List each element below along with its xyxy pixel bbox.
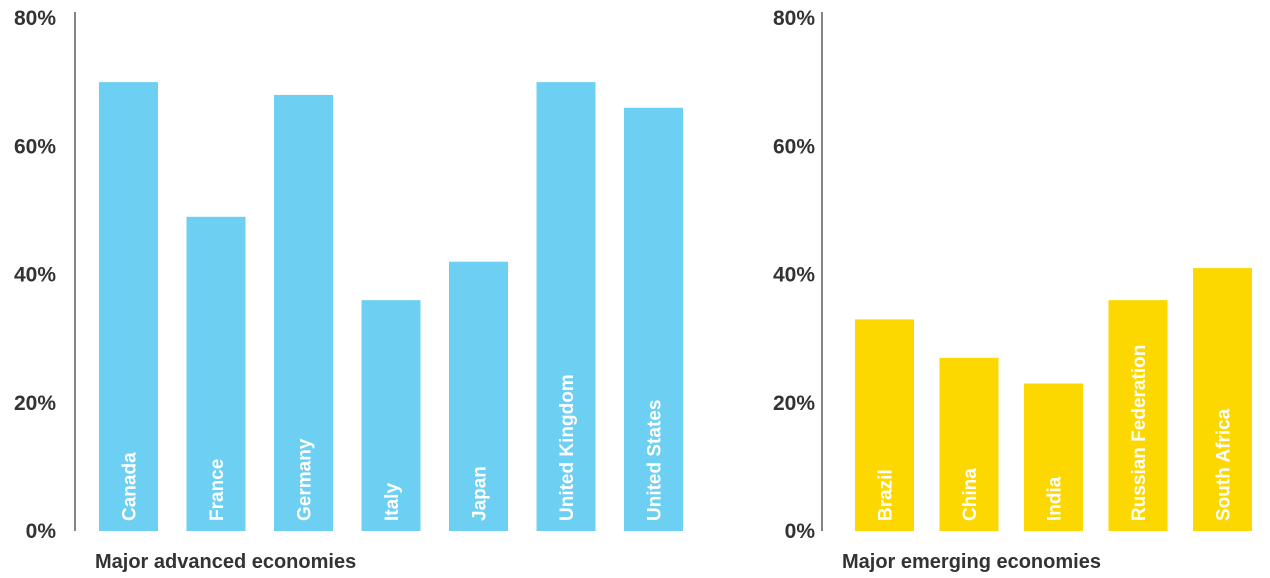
advanced-economies-chart: 0% 20% 40% 60% 80% Canada France Germany Italy Ja… — [14, 7, 683, 573]
bar-india — [1024, 383, 1083, 531]
bar-united-states — [624, 107, 683, 532]
bar-south-africa — [1193, 268, 1252, 531]
bar-japan — [449, 261, 508, 531]
bar-label-germany: Germany — [295, 438, 316, 521]
bar-label-italy: Italy — [382, 483, 403, 521]
emerging-economies-chart: 0% 20% 40% 60% 80% Brazil China India Russian Fe… — [773, 7, 1252, 573]
bar-label-united-kingdom: United Kingdom — [557, 374, 578, 521]
advanced-x-axis-label: Major advanced economies — [95, 551, 356, 573]
bar-label-india: India — [1045, 476, 1066, 521]
emerging-y-tick-label: 60% — [773, 135, 815, 158]
advanced-y-tick-label: 20% — [14, 392, 56, 415]
bar-france — [186, 216, 246, 531]
bar-brazil — [855, 319, 914, 531]
bar-label-china: China — [960, 468, 981, 521]
bar-label-brazil: Brazil — [876, 469, 897, 521]
bar-canada — [99, 82, 158, 531]
advanced-y-tick-label: 0% — [26, 520, 57, 543]
bar-label-russian-federation: Russian Federation — [1129, 345, 1150, 521]
bar-china — [939, 357, 999, 531]
bar-label-japan: Japan — [470, 466, 491, 521]
bar-label-canada: Canada — [120, 452, 141, 521]
emerging-x-axis-label: Major emerging economies — [842, 551, 1101, 573]
advanced-y-tick-label: 40% — [14, 264, 56, 287]
bar-italy — [361, 300, 421, 531]
bar-russian-federation — [1108, 300, 1168, 531]
bar-label-south-africa: South Africa — [1214, 408, 1235, 521]
advanced-y-tick-label: 60% — [14, 135, 56, 158]
bar-label-united-states: United States — [645, 400, 666, 521]
emerging-y-tick-label: 20% — [773, 392, 815, 415]
bar-united-kingdom — [536, 82, 596, 531]
emerging-y-tick-label: 80% — [773, 7, 815, 30]
emerging-y-tick-label: 0% — [785, 520, 816, 543]
emerging-y-tick-label: 40% — [773, 264, 815, 287]
bar-germany — [274, 94, 333, 531]
advanced-y-tick-label: 80% — [14, 7, 56, 30]
bar-label-france: France — [207, 459, 228, 521]
